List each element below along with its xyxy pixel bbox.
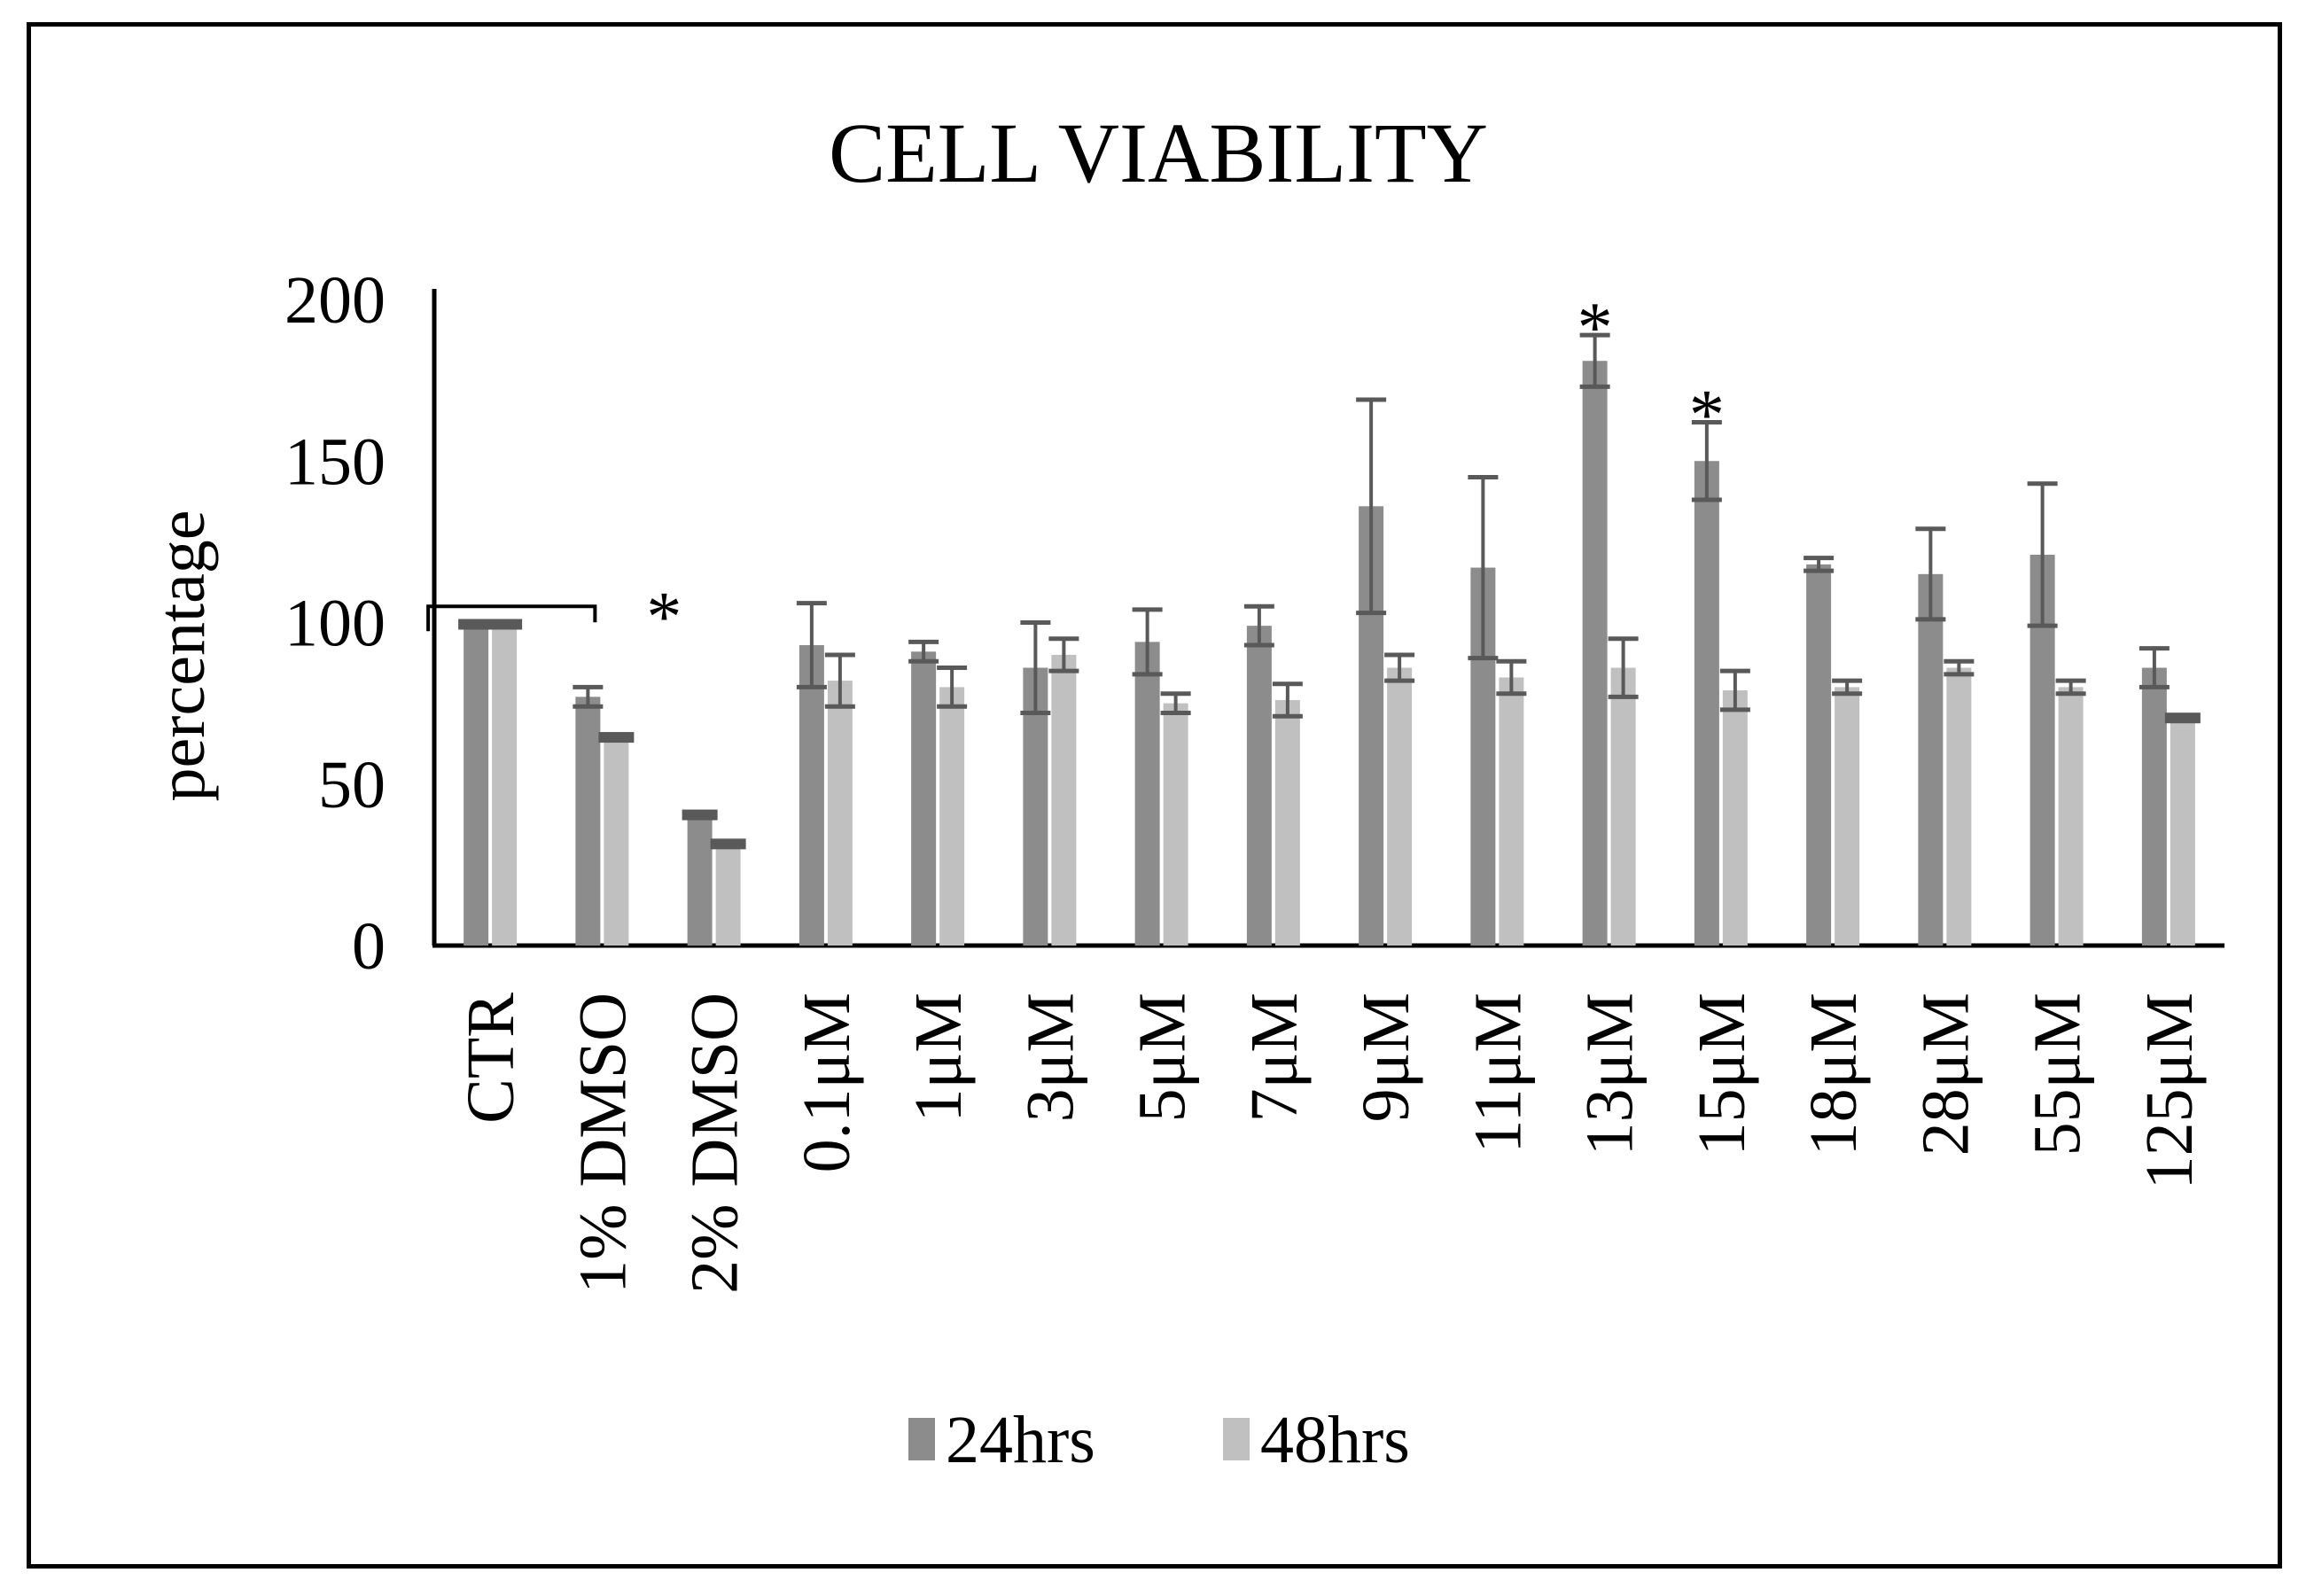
error-bar-48hrs-10 — [1608, 636, 1639, 699]
x-tick-label: CTR — [454, 993, 528, 1124]
bar-48hrs-7 — [1274, 699, 1300, 946]
x-tick-label: 55μM — [2021, 993, 2095, 1156]
bar-24hrs-3 — [799, 645, 824, 946]
bar-48hrs-14 — [2058, 687, 2084, 946]
bar-48hrs-6 — [1163, 703, 1188, 946]
y-tick-label: 0 — [352, 909, 386, 984]
bar-24hrs-7 — [1246, 626, 1272, 946]
x-tick-label: 2% DMSO — [678, 993, 752, 1294]
x-tick-label: 0.1μM — [790, 993, 864, 1172]
error-bar-48hrs-14 — [2055, 678, 2086, 697]
bar-24hrs-12 — [1806, 564, 1832, 946]
error-bar-24hrs-4 — [908, 639, 939, 664]
significance-annotations: * * * — [426, 289, 1725, 657]
x-tick-label: 13μM — [1573, 993, 1648, 1156]
bar-24hrs-6 — [1134, 642, 1160, 946]
y-tick-label: 100 — [284, 587, 386, 661]
chart-title: CELL VIABILITY — [829, 105, 1488, 200]
legend-swatch-48hrs — [1223, 1418, 1250, 1460]
bar-48hrs-3 — [827, 681, 853, 946]
bar-48hrs-11 — [1722, 690, 1748, 946]
bar-48hrs-4 — [939, 687, 965, 946]
significance-star: * — [1689, 377, 1725, 455]
error-bar-24hrs-8 — [1356, 397, 1387, 616]
bar-24hrs-2 — [687, 813, 713, 946]
error-bar-48hrs-11 — [1719, 668, 1750, 712]
error-bar-48hrs-13 — [1944, 658, 1975, 677]
y-tick-label: 150 — [284, 424, 386, 499]
significance-bracket — [426, 604, 597, 632]
bar-48hrs-10 — [1610, 667, 1636, 946]
error-bar-24hrs-12 — [1804, 556, 1835, 573]
bars — [464, 361, 2195, 946]
error-bar-48hrs-2 — [710, 838, 746, 850]
error-bar-48hrs-0 — [487, 619, 523, 630]
error-bar-24hrs-14 — [2027, 481, 2058, 628]
y-axis-label: percentage — [144, 510, 219, 801]
error-bar-24hrs-5 — [1020, 620, 1051, 716]
x-tick-label: 125μM — [2132, 993, 2207, 1189]
bar-24hrs-11 — [1694, 461, 1719, 946]
x-tick-label: 9μM — [1349, 993, 1423, 1122]
bar-24hrs-13 — [1918, 573, 1944, 946]
bar-24hrs-1 — [575, 697, 601, 946]
y-axis: 0 50 100 150 200 — [284, 263, 437, 984]
bar-48hrs-8 — [1387, 667, 1413, 946]
error-bar-24hrs-13 — [1915, 526, 1946, 622]
error-bar-48hrs-15 — [2164, 712, 2201, 724]
bar-48hrs-13 — [1946, 667, 1972, 946]
error-bar-48hrs-4 — [937, 666, 968, 709]
error-bar-24hrs-2 — [682, 809, 718, 821]
error-bar-48hrs-1 — [598, 732, 635, 744]
bar-24hrs-10 — [1582, 361, 1608, 946]
legend-label: 48hrs — [1260, 1403, 1410, 1477]
error-bar-48hrs-3 — [824, 652, 855, 709]
x-tick-label: 28μM — [1908, 993, 1983, 1156]
x-tick-label: 15μM — [1685, 993, 1759, 1156]
x-tick-label: 11μM — [1461, 993, 1535, 1154]
significance-star: * — [1578, 289, 1613, 367]
bar-48hrs-5 — [1051, 654, 1077, 946]
bar-48hrs-9 — [1499, 677, 1524, 946]
error-bar-48hrs-9 — [1496, 658, 1527, 697]
error-bar-24hrs-15 — [2139, 646, 2170, 689]
x-tick-label: 3μM — [1013, 993, 1087, 1122]
bar-48hrs-0 — [492, 622, 518, 946]
error-bar-24hrs-1 — [573, 684, 604, 709]
error-bar-24hrs-7 — [1243, 603, 1274, 648]
bar-48hrs-12 — [1835, 687, 1860, 946]
legend-swatch-24hrs — [908, 1418, 935, 1460]
category-labels: CTR 1% DMSO 2% DMSO 0.1μM 1μM 3μM 5μM 7μM 9μM 11μ… — [454, 993, 2207, 1294]
y-tick-label: 200 — [284, 263, 386, 338]
bar-48hrs-15 — [2170, 716, 2195, 946]
error-bar-24hrs-0 — [458, 619, 495, 630]
bar-24hrs-15 — [2141, 667, 2167, 946]
chart-svg: CELL VIABILITY percentage 0 50 100 150 200 *… — [144, 105, 2224, 1477]
error-bar-48hrs-8 — [1384, 652, 1415, 683]
error-bar-48hrs-5 — [1048, 636, 1079, 673]
x-tick-label: 5μM — [1126, 993, 1200, 1122]
error-bar-24hrs-11 — [1691, 420, 1722, 502]
error-bar-24hrs-9 — [1468, 474, 1499, 661]
legend-label: 24hrs — [946, 1403, 1095, 1477]
x-tick-label: 7μM — [1237, 993, 1312, 1122]
error-bar-48hrs-12 — [1832, 678, 1863, 697]
bar-48hrs-2 — [715, 842, 741, 946]
bar-48hrs-1 — [604, 736, 629, 946]
error-bars — [458, 332, 2201, 850]
error-bar-48hrs-7 — [1272, 681, 1303, 719]
error-bar-24hrs-3 — [796, 601, 827, 689]
significance-star: * — [646, 579, 682, 657]
legend: 24hrs 48hrs — [908, 1403, 1410, 1477]
x-tick-label: 1μM — [901, 993, 976, 1122]
bar-24hrs-0 — [464, 622, 489, 946]
y-tick-label: 50 — [318, 748, 386, 822]
error-bar-48hrs-6 — [1160, 691, 1191, 716]
x-tick-label: 18μM — [1796, 993, 1871, 1156]
bar-24hrs-4 — [911, 651, 937, 946]
error-bar-24hrs-10 — [1579, 332, 1610, 389]
chart-frame: CELL VIABILITY percentage 0 50 100 150 200 *… — [27, 22, 2282, 1569]
error-bar-24hrs-6 — [1132, 607, 1163, 677]
x-tick-label: 1% DMSO — [565, 993, 640, 1294]
